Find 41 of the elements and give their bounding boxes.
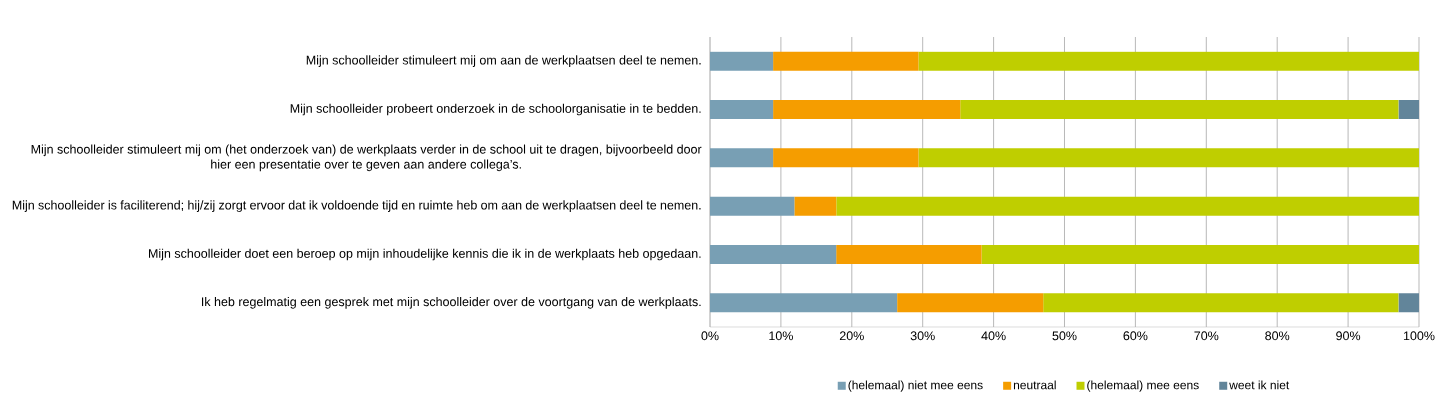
bar bbox=[794, 196, 837, 216]
bar bbox=[1043, 293, 1399, 313]
x-tick-label: 30% bbox=[910, 331, 935, 341]
y-tick-label: Ik heb regelmatig een gesprek met mijn schoolleider over de voortgang van de werkplaats. bbox=[202, 296, 701, 309]
bar bbox=[981, 244, 1419, 264]
bar bbox=[960, 100, 1399, 119]
bar bbox=[773, 100, 961, 119]
x-tick-label: 90% bbox=[1336, 331, 1361, 341]
x-tick-label: 20% bbox=[839, 331, 864, 341]
y-tick-label: Mijn schoolleider doet een beroep op mijn inhoudelijke kennis die ik in de werkplaats heb opgedaan. bbox=[149, 248, 701, 261]
x-tick-label: 0% bbox=[701, 331, 719, 341]
bar bbox=[710, 51, 774, 71]
bar bbox=[1398, 293, 1419, 313]
bar bbox=[836, 196, 1419, 216]
y-tick-label: Mijn schoolleider probeert onderzoek in de schoolorganisatie in te bedden. bbox=[290, 103, 701, 116]
x-tick-label: 10% bbox=[769, 331, 793, 341]
x-tick-label: 50% bbox=[1052, 331, 1077, 341]
bar bbox=[710, 196, 795, 216]
y-tick-label: Mijn schoolleider is faciliterend; hij/zij zorgt ervoor dat ik voldoende tijd en ruimte heb om aan de werkplaatsen deel te nemen. bbox=[12, 200, 701, 212]
bar bbox=[710, 293, 898, 313]
legend-label: weet ik niet bbox=[1229, 380, 1290, 390]
legend-label: neutraal bbox=[1013, 380, 1056, 390]
y-tick-label: Mijn schoolleider stimuleert mij om aan de werkplaatsen deel te nemen. bbox=[306, 55, 701, 67]
bar bbox=[918, 51, 1419, 71]
legend-label: (helemaal) mee eens bbox=[1087, 380, 1199, 392]
bar bbox=[710, 244, 837, 264]
bar bbox=[836, 244, 982, 264]
legend-label: (helemaal) niet mee eens bbox=[848, 380, 983, 392]
bar bbox=[918, 148, 1419, 168]
x-tick-label: 40% bbox=[981, 331, 1006, 341]
bar bbox=[710, 148, 774, 168]
bar bbox=[897, 293, 1044, 313]
x-tick-label: 100% bbox=[1403, 331, 1435, 341]
y-tick-label: Mijn schoolleider stimuleert mij om (het onderzoek van) de werkplaats verder in de school uit te dragen, bijvoorbeeld door hier een presentatie over te geven aan andere collega’s. bbox=[31, 144, 702, 172]
x-tick-label: 80% bbox=[1265, 331, 1290, 341]
bar bbox=[710, 100, 774, 119]
bar bbox=[773, 51, 919, 71]
bar bbox=[1398, 100, 1419, 119]
x-tick-label: 60% bbox=[1123, 331, 1148, 341]
x-tick-label: 70% bbox=[1194, 331, 1219, 341]
bar bbox=[773, 148, 919, 168]
